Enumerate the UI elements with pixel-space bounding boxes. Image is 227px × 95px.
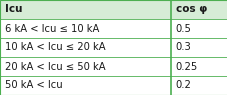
Text: 0.2: 0.2 (175, 80, 191, 91)
Text: 6 kA < Icu ≤ 10 kA: 6 kA < Icu ≤ 10 kA (5, 23, 99, 34)
Bar (0, 38, 227, 57)
Text: 10 kA < Icu ≤ 20 kA: 10 kA < Icu ≤ 20 kA (5, 42, 105, 53)
Bar (0, 57, 227, 76)
Text: 0.5: 0.5 (175, 23, 191, 34)
Text: 50 kA < Icu: 50 kA < Icu (5, 80, 62, 91)
Bar (0, 76, 227, 95)
Text: 0.3: 0.3 (175, 42, 190, 53)
Text: Icu: Icu (5, 4, 22, 15)
Bar (0, 0, 227, 19)
Text: 0.25: 0.25 (175, 61, 197, 72)
Text: cos φ: cos φ (175, 4, 206, 15)
Text: 20 kA < Icu ≤ 50 kA: 20 kA < Icu ≤ 50 kA (5, 61, 105, 72)
Bar (0, 19, 227, 38)
